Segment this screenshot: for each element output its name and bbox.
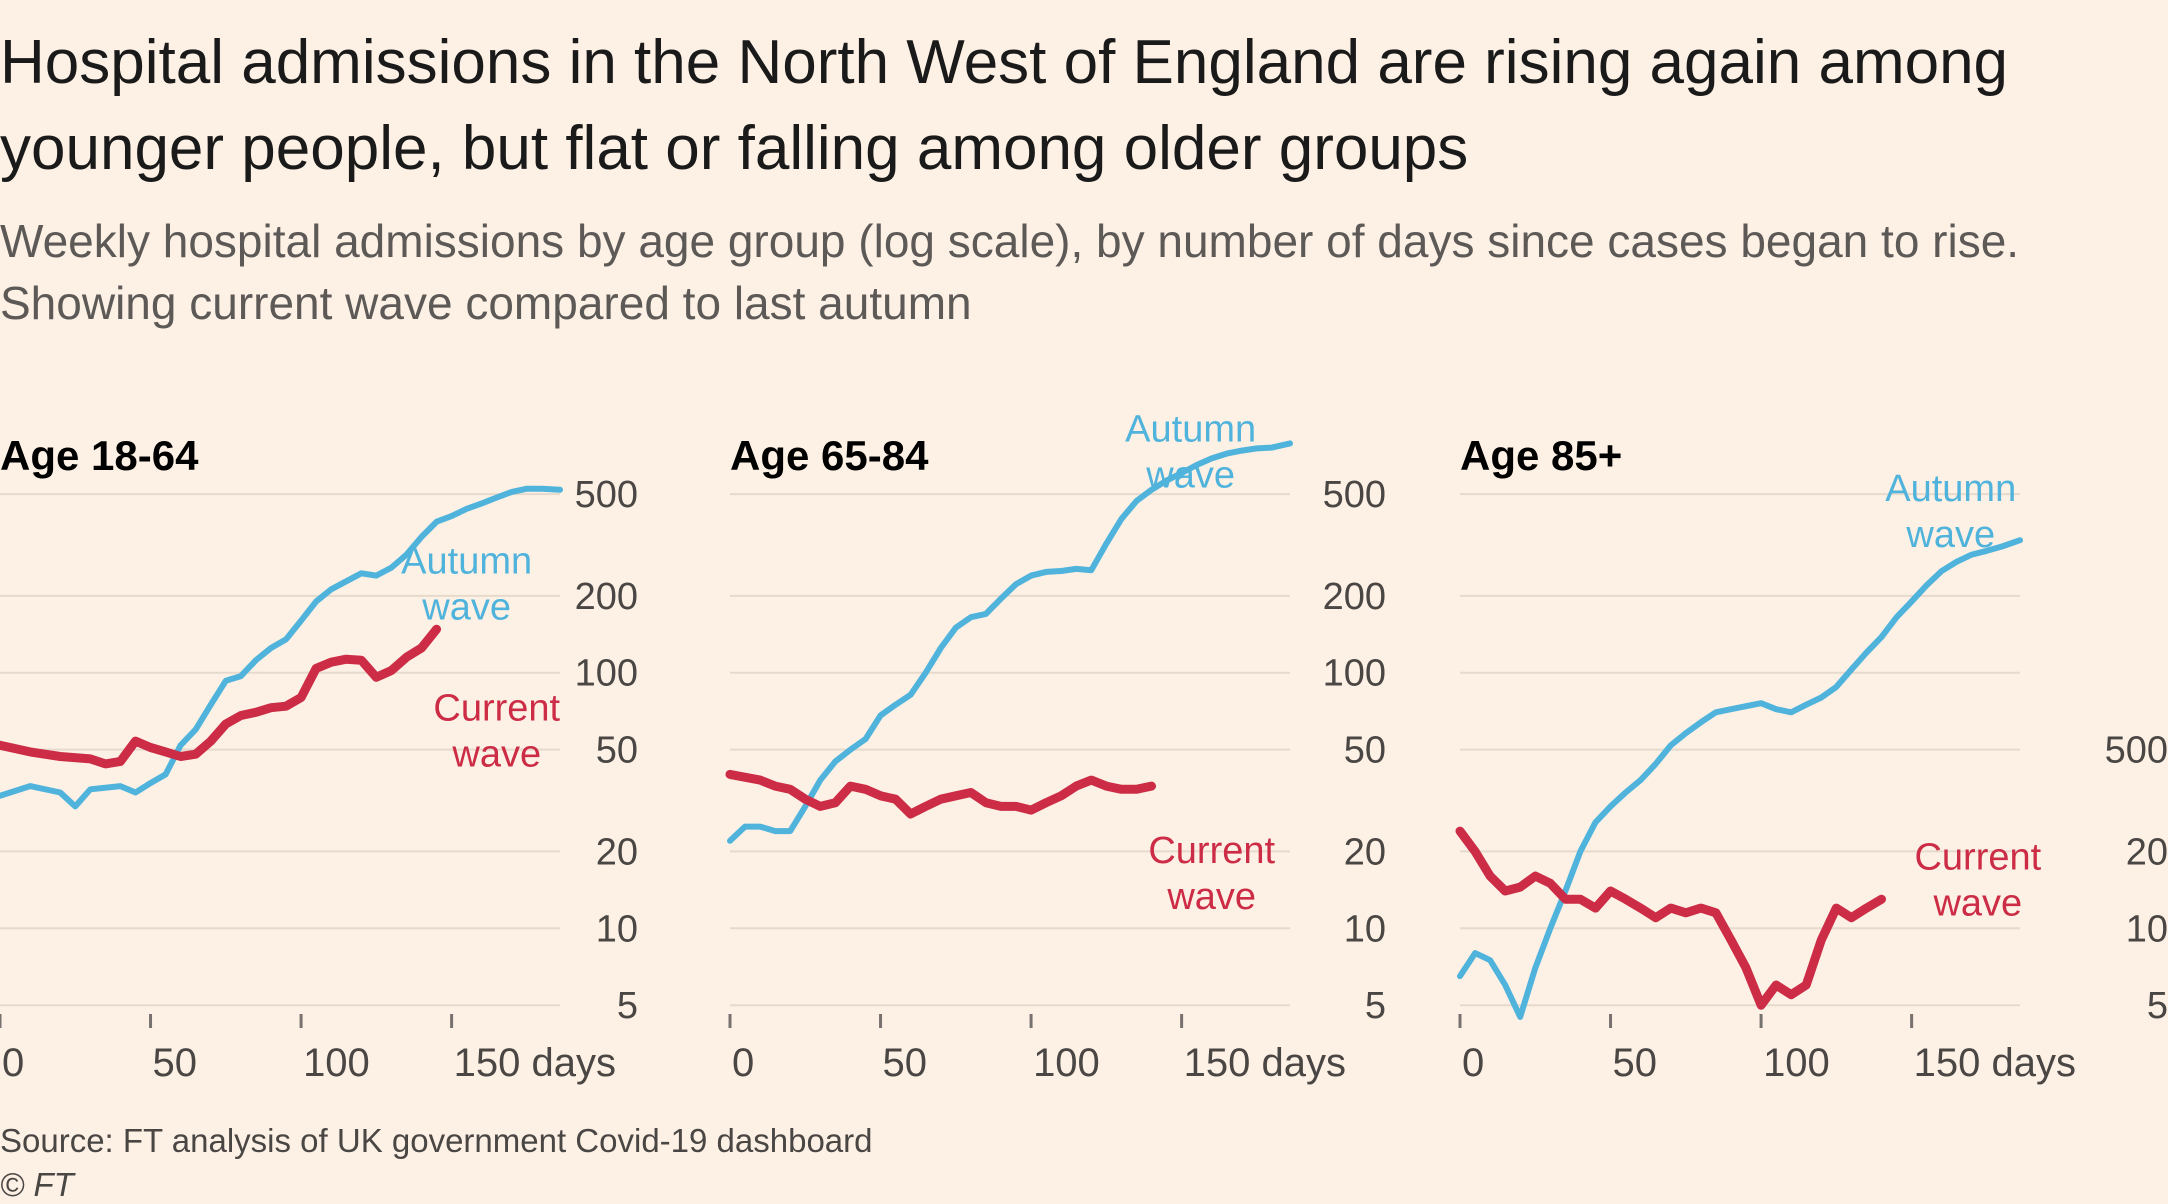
chart-panel: 5 10 20 50 100 200 500 0 50 100 150 days Age 18-64 A… [0,432,638,1085]
panel-title: Age 85+ [1460,432,1622,479]
series-label: wave [451,734,541,776]
x-tick-label: 0 [1462,1041,1484,1085]
panel-title: Age 65-84 [730,432,929,479]
copyright: © FT [0,1166,74,1203]
x-tick-label: 150 days [454,1041,616,1085]
x-tick-label: 0 [2,1041,24,1085]
y-tick-label: 100 [1323,653,1386,695]
series-label: Current [433,688,560,730]
y-tick-label: 500 [2105,730,2168,772]
current-wave-line [0,624,442,769]
x-tick-label: 100 [1763,1041,1830,1085]
series-label: Current [1914,836,2041,878]
current-wave-line [725,769,1156,819]
chart-panel: 5 10 20 50 100 200 500 0 50 100 150 days Age 65-84 A… [725,408,1386,1085]
autumn-wave-line [727,440,1293,844]
chart-subtitle: Weekly hospital admissions by age group … [0,215,2020,329]
series-label: wave [1932,882,2022,924]
series-label: Autumn [1885,468,2016,510]
y-tick-label: 5 [2147,985,2168,1027]
series-label: wave [421,586,511,628]
x-tick-label: 50 [1613,1041,1658,1085]
y-tick-label: 50 [1344,730,1386,772]
y-tick-label: 500 [575,474,638,516]
series-label: wave [1905,514,1995,556]
series-label: Autumn [1125,408,1256,450]
y-tick-label: 5 [1365,985,1386,1027]
y-tick-label: 500 [1323,474,1386,516]
autumn-wave-line [1457,537,2023,1020]
x-tick-label: 100 [303,1041,370,1085]
x-tick-label: 150 days [1184,1041,1346,1085]
y-tick-label: 50 [596,730,638,772]
x-tick-label: 50 [153,1041,198,1085]
autumn-wave-line [0,485,563,810]
y-tick-label: 20 [596,831,638,873]
y-tick-label: 10 [1344,908,1386,950]
source-note: Source: FT analysis of UK government Cov… [0,1122,873,1159]
x-tick-label: 100 [1033,1041,1100,1085]
panel-title: Age 18-64 [0,432,199,479]
series-label: wave [1166,876,1256,918]
series-label: wave [1145,454,1235,496]
chart-title: Hospital admissions in the North West of… [0,28,2009,183]
y-tick-label: 20 [2126,831,2168,873]
y-tick-label: 100 [575,653,638,695]
series-label: Current [1148,830,1275,872]
y-tick-label: 10 [596,908,638,950]
x-tick-label: 0 [732,1041,754,1085]
x-tick-label: 50 [883,1041,928,1085]
y-tick-label: 200 [575,576,638,618]
series-label: Autumn [401,540,532,582]
y-tick-label: 20 [1344,831,1386,873]
y-tick-label: 5 [617,985,638,1027]
current-wave-line [1455,826,1886,1010]
y-tick-label: 200 [1323,576,1386,618]
y-tick-label: 10 [2126,908,2168,950]
x-tick-label: 150 days [1914,1041,2076,1085]
